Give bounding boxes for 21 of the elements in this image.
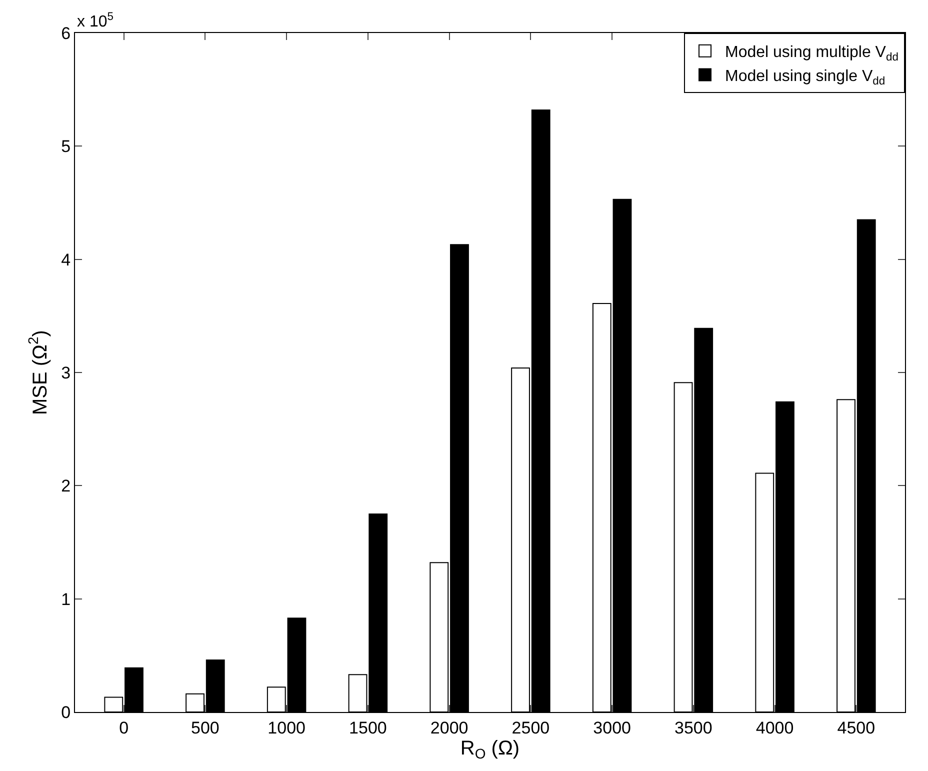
y-tick-label: 2 — [61, 476, 71, 496]
x-tick-label: 4000 — [756, 718, 794, 738]
y-tick-label: 3 — [61, 363, 71, 382]
x-tick-label: 3000 — [593, 718, 631, 738]
legend-label: Model using multiple V$_{dd}$ — [725, 44, 898, 64]
y-tick-label: 5 — [61, 137, 71, 156]
x-tick-label: 2000 — [430, 718, 468, 738]
x-axis-title: R$_{O}$ (Ω) — [460, 737, 520, 762]
x-tick-label: 4500 — [837, 718, 876, 738]
x-tick-label: 500 — [191, 718, 220, 738]
legend-label: Model using single V$_{dd}$ — [725, 68, 886, 88]
x-tick-label: 1500 — [349, 718, 387, 738]
y-tick-label: 6 — [61, 24, 71, 43]
x-tick-label: 2500 — [512, 718, 550, 738]
x-tick-label: 1000 — [268, 718, 306, 738]
text: x 10$^{5}$ — [77, 11, 114, 31]
y-tick-label: 0 — [61, 702, 71, 722]
y-tick-label: 4 — [61, 250, 71, 270]
x-tick-label: 0 — [119, 718, 129, 738]
x-tick-label: 3500 — [674, 718, 712, 738]
y-tick-label: 1 — [61, 590, 71, 609]
